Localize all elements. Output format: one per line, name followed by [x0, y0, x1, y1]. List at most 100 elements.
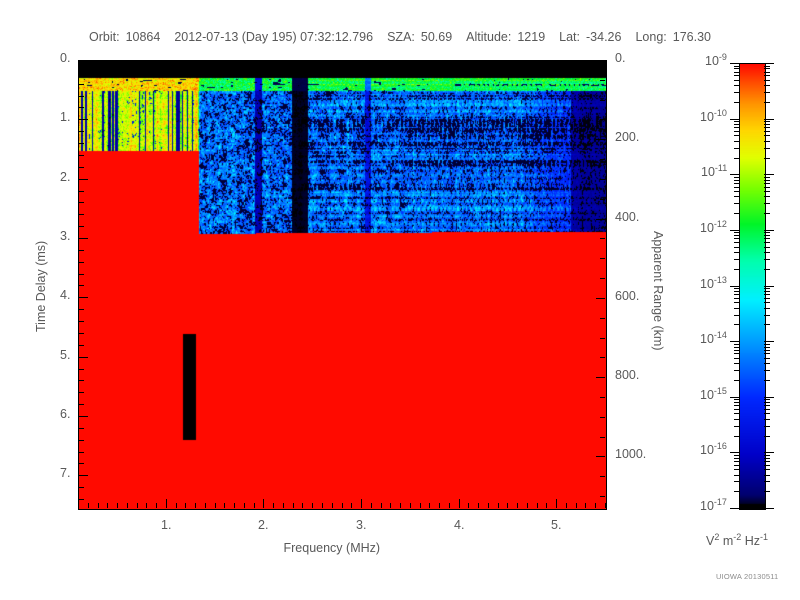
colorbar-tick	[764, 491, 770, 492]
colorbar-tick	[734, 455, 740, 456]
axis-tick	[263, 499, 264, 508]
axis-tick	[585, 503, 586, 508]
axis-tick	[351, 61, 352, 66]
colorbar-tick	[764, 148, 770, 149]
colorbar-tick	[734, 92, 740, 93]
axis-tick	[244, 503, 245, 508]
axis-tick	[400, 61, 401, 66]
axis-tick	[166, 499, 167, 508]
axis-tick	[507, 61, 508, 66]
axis-tick	[507, 503, 508, 508]
colorbar-tick	[764, 230, 774, 231]
axis-tick	[79, 274, 84, 275]
colorbar-tick	[764, 419, 770, 420]
axis-tick	[156, 503, 157, 508]
axis-tick	[400, 503, 401, 508]
colorbar-tick-exponent: -17	[713, 496, 727, 507]
colorbar-tick-mantissa: 10	[700, 221, 714, 235]
colorbar-tick	[764, 399, 770, 400]
colorbar-tick-label: 10-13	[700, 275, 727, 291]
colorbar-tick	[734, 475, 740, 476]
colorbar-tick-label: 10-16	[700, 441, 727, 457]
orbit-value: 10864	[125, 30, 161, 44]
colorbar-tick	[764, 363, 770, 364]
axis-tick	[600, 496, 605, 497]
axis-tick	[98, 503, 99, 508]
axis-tick	[293, 503, 294, 508]
colorbar	[739, 63, 766, 510]
axis-tick	[79, 452, 84, 453]
colorbar-tick	[734, 294, 740, 295]
axis-tick	[600, 278, 605, 279]
axis-tick	[527, 503, 528, 508]
axis-tick	[410, 503, 411, 508]
axis-tick	[185, 61, 186, 66]
axis-tick	[566, 61, 567, 66]
y-left-tick-label: 2.	[60, 170, 71, 184]
axis-tick	[600, 338, 605, 339]
colorbar-tick	[734, 183, 740, 184]
colorbar-tick	[764, 72, 770, 73]
colorbar-tick	[764, 358, 770, 359]
axis-tick	[537, 503, 538, 508]
colorbar-tick	[734, 419, 740, 420]
colorbar-tick	[764, 187, 770, 188]
colorbar-tick	[764, 481, 770, 482]
axis-tick	[98, 61, 99, 66]
colorbar-tick-exponent: -14	[713, 329, 727, 340]
axis-tick	[224, 61, 225, 66]
colorbar-tick	[734, 370, 740, 371]
colorbar-tick	[764, 119, 774, 120]
axis-tick	[117, 61, 118, 66]
unit-hertz-exponent: -1	[760, 531, 769, 542]
colorbar-tick	[764, 370, 770, 371]
colorbar-tick-label: 10-15	[700, 386, 727, 402]
axis-tick	[79, 60, 88, 61]
colorbar-tick	[734, 436, 740, 437]
radargram-plot-area	[78, 60, 607, 510]
axis-tick	[546, 61, 547, 66]
axis-tick	[79, 250, 84, 251]
lat-value: -34.26	[586, 30, 622, 44]
axis-tick	[283, 503, 284, 508]
axis-tick	[215, 503, 216, 508]
colorbar-tick	[734, 203, 740, 204]
colorbar-tick	[734, 187, 740, 188]
observation-datetime: 2012-07-13 (Day 195) 07:32:12.796	[174, 30, 374, 44]
colorbar-tick	[734, 232, 740, 233]
colorbar-tick-mantissa: 10	[700, 499, 714, 513]
axis-tick	[79, 297, 88, 298]
x-axis-title: Frequency (MHz)	[283, 541, 381, 555]
colorbar-tick-mantissa: 10	[700, 110, 714, 124]
colorbar-tick	[734, 347, 740, 348]
colorbar-tick	[764, 141, 770, 142]
unit-meters: m	[722, 534, 734, 548]
axis-tick	[600, 397, 605, 398]
axis-tick	[254, 503, 255, 508]
colorbar-tick	[764, 235, 770, 236]
axis-tick	[488, 61, 489, 66]
axis-tick	[468, 61, 469, 66]
colorbar-tick	[764, 413, 770, 414]
axis-tick	[176, 61, 177, 66]
colorbar-tick	[734, 141, 740, 142]
axis-tick	[420, 61, 421, 66]
axis-tick	[79, 238, 88, 239]
axis-tick	[88, 503, 89, 508]
axis-tick	[146, 503, 147, 508]
axis-tick	[302, 61, 303, 66]
colorbar-tick	[764, 213, 770, 214]
colorbar-tick	[764, 177, 770, 178]
colorbar-tick	[734, 252, 740, 253]
axis-tick	[600, 357, 605, 358]
colorbar-tick-exponent: -11	[714, 162, 728, 173]
colorbar-tick	[764, 298, 770, 299]
axis-tick	[107, 503, 108, 508]
axis-tick	[79, 202, 84, 203]
y-right-tick-label: 1000.	[615, 447, 647, 461]
axis-tick	[322, 503, 323, 508]
axis-tick	[600, 258, 605, 259]
colorbar-tick	[764, 465, 770, 466]
colorbar-tick-label: 10-9	[705, 52, 727, 68]
